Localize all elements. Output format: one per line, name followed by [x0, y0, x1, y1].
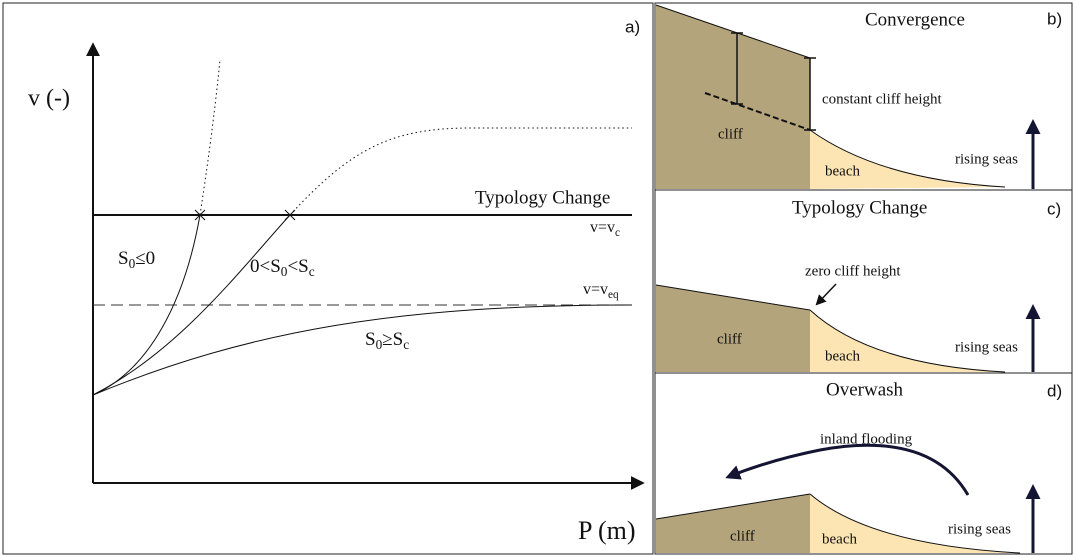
page: v (-) P (m) a) Typology Change v=vc v=ve…	[0, 0, 1075, 557]
subscript: eq	[608, 289, 619, 301]
pointer-arrow	[817, 284, 836, 304]
subscript: c	[615, 227, 620, 239]
seas-label: rising seas	[948, 521, 1011, 537]
cliff-label: cliff	[718, 126, 743, 142]
curve	[93, 305, 632, 395]
label-text: v=v	[590, 219, 615, 236]
vc-label: v=vc	[590, 219, 620, 239]
label-text: v=v	[583, 281, 608, 298]
curve-label: 0<S0<Sc	[250, 256, 315, 279]
curve-label: S0≥Sc	[365, 329, 409, 352]
panel-title: Typology Change	[792, 197, 927, 218]
subscript: c	[309, 264, 315, 279]
y-axis-label: v (-)	[28, 86, 70, 112]
label-text: S	[118, 248, 129, 269]
flood-arrow	[728, 445, 968, 495]
cliff-shape	[656, 285, 810, 372]
curve-extension	[200, 60, 220, 215]
panel-title: Overwash	[826, 379, 904, 400]
label-text: 0<S	[250, 256, 281, 277]
panel-letter: d)	[1047, 381, 1062, 400]
cliff-label: cliff	[730, 528, 755, 544]
seas-label: rising seas	[955, 339, 1018, 355]
cliff-label: cliff	[717, 331, 742, 347]
x-axis-label: P (m)	[578, 516, 636, 545]
threshold-label: Typology Change	[475, 187, 610, 208]
label-text: <S	[287, 256, 308, 277]
panel-title: Convergence	[865, 9, 965, 30]
annotation: zero cliff height	[805, 263, 901, 279]
beach-label: beach	[825, 163, 860, 179]
panel-letter: a)	[625, 17, 640, 36]
label-text: ≥S	[382, 329, 403, 350]
panel-letter: b)	[1047, 9, 1062, 28]
beach-label: beach	[825, 348, 860, 364]
subscript: c	[403, 337, 409, 352]
label-text: S	[365, 329, 376, 350]
seas-label: rising seas	[955, 151, 1018, 167]
figure: v (-) P (m) a) Typology Change v=vc v=ve…	[0, 0, 1075, 557]
panel-a-frame	[3, 3, 653, 554]
curve-label: S0≤0	[118, 248, 155, 271]
veq-label: v=veq	[583, 281, 619, 301]
annotation: inland flooding	[820, 431, 913, 447]
beach-label: beach	[822, 531, 857, 547]
panel-letter: c)	[1047, 199, 1061, 218]
label-text: ≤0	[135, 248, 155, 269]
annotation: constant cliff height	[822, 91, 943, 107]
